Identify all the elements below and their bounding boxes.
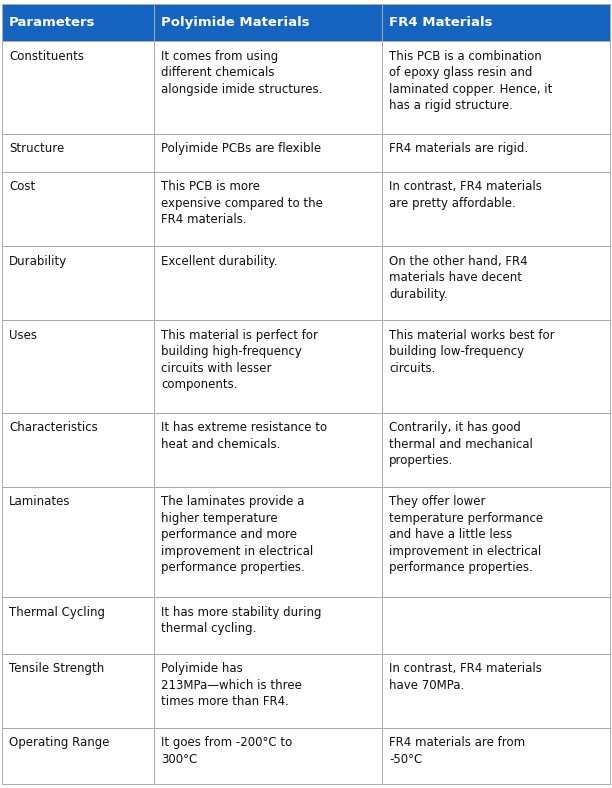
Bar bbox=[2, 728, 154, 784]
Text: Tensile Strength: Tensile Strength bbox=[9, 662, 104, 675]
Text: It comes from using
different chemicals
alongside imide structures.: It comes from using different chemicals … bbox=[161, 50, 323, 96]
Bar bbox=[382, 321, 610, 413]
Text: This PCB is more
expensive compared to the
FR4 materials.: This PCB is more expensive compared to t… bbox=[161, 180, 323, 226]
Text: Cost: Cost bbox=[9, 180, 35, 193]
Bar bbox=[382, 4, 610, 42]
Bar bbox=[2, 653, 154, 728]
Bar bbox=[382, 597, 610, 653]
Text: Operating Range: Operating Range bbox=[9, 736, 110, 749]
Text: Polyimide has
213MPa—which is three
times more than FR4.: Polyimide has 213MPa—which is three time… bbox=[161, 662, 302, 708]
Bar bbox=[382, 487, 610, 597]
Bar bbox=[154, 134, 382, 172]
Text: Polyimide PCBs are flexible: Polyimide PCBs are flexible bbox=[161, 143, 321, 155]
Bar bbox=[382, 246, 610, 321]
Bar bbox=[154, 487, 382, 597]
Bar bbox=[154, 597, 382, 653]
Text: FR4 Materials: FR4 Materials bbox=[389, 17, 493, 29]
Text: FR4 materials are rigid.: FR4 materials are rigid. bbox=[389, 143, 528, 155]
Bar bbox=[2, 413, 154, 487]
Text: On the other hand, FR4
materials have decent
durability.: On the other hand, FR4 materials have de… bbox=[389, 255, 528, 300]
Bar bbox=[2, 487, 154, 597]
Bar bbox=[2, 246, 154, 321]
Text: Characteristics: Characteristics bbox=[9, 422, 98, 434]
Bar bbox=[2, 321, 154, 413]
Text: This PCB is a combination
of epoxy glass resin and
laminated copper. Hence, it
h: This PCB is a combination of epoxy glass… bbox=[389, 50, 553, 113]
Bar bbox=[2, 4, 154, 42]
Text: Constituents: Constituents bbox=[9, 50, 84, 63]
Text: Structure: Structure bbox=[9, 143, 64, 155]
Bar bbox=[2, 172, 154, 246]
Text: The laminates provide a
higher temperature
performance and more
improvement in e: The laminates provide a higher temperatu… bbox=[161, 496, 313, 574]
Bar bbox=[154, 728, 382, 784]
Text: It has more stability during
thermal cycling.: It has more stability during thermal cyc… bbox=[161, 606, 321, 635]
Text: It goes from -200°C to
300°C: It goes from -200°C to 300°C bbox=[161, 736, 293, 766]
Text: Parameters: Parameters bbox=[9, 17, 95, 29]
Text: In contrast, FR4 materials
have 70MPa.: In contrast, FR4 materials have 70MPa. bbox=[389, 662, 542, 692]
Bar bbox=[2, 42, 154, 134]
Bar bbox=[382, 42, 610, 134]
Bar bbox=[154, 4, 382, 42]
Text: Durability: Durability bbox=[9, 255, 67, 268]
Text: It has extreme resistance to
heat and chemicals.: It has extreme resistance to heat and ch… bbox=[161, 422, 327, 451]
Text: This material works best for
building low-frequency
circuits.: This material works best for building lo… bbox=[389, 329, 554, 375]
Bar bbox=[382, 653, 610, 728]
Bar bbox=[382, 172, 610, 246]
Bar bbox=[382, 134, 610, 172]
Bar bbox=[154, 42, 382, 134]
Text: Uses: Uses bbox=[9, 329, 37, 342]
Text: This material is perfect for
building high-frequency
circuits with lesser
compon: This material is perfect for building hi… bbox=[161, 329, 318, 392]
Text: In contrast, FR4 materials
are pretty affordable.: In contrast, FR4 materials are pretty af… bbox=[389, 180, 542, 210]
Bar bbox=[382, 728, 610, 784]
Bar bbox=[154, 172, 382, 246]
Text: FR4 materials are from
-50°C: FR4 materials are from -50°C bbox=[389, 736, 525, 766]
Text: Excellent durability.: Excellent durability. bbox=[161, 255, 277, 268]
Text: Polyimide Materials: Polyimide Materials bbox=[161, 17, 310, 29]
Text: Contrarily, it has good
thermal and mechanical
properties.: Contrarily, it has good thermal and mech… bbox=[389, 422, 533, 467]
Bar bbox=[154, 653, 382, 728]
Bar bbox=[154, 321, 382, 413]
Bar bbox=[154, 413, 382, 487]
Bar bbox=[2, 134, 154, 172]
Text: They offer lower
temperature performance
and have a little less
improvement in e: They offer lower temperature performance… bbox=[389, 496, 543, 574]
Bar bbox=[382, 413, 610, 487]
Bar bbox=[154, 246, 382, 321]
Text: Laminates: Laminates bbox=[9, 496, 70, 508]
Bar bbox=[2, 597, 154, 653]
Text: Thermal Cycling: Thermal Cycling bbox=[9, 606, 105, 619]
